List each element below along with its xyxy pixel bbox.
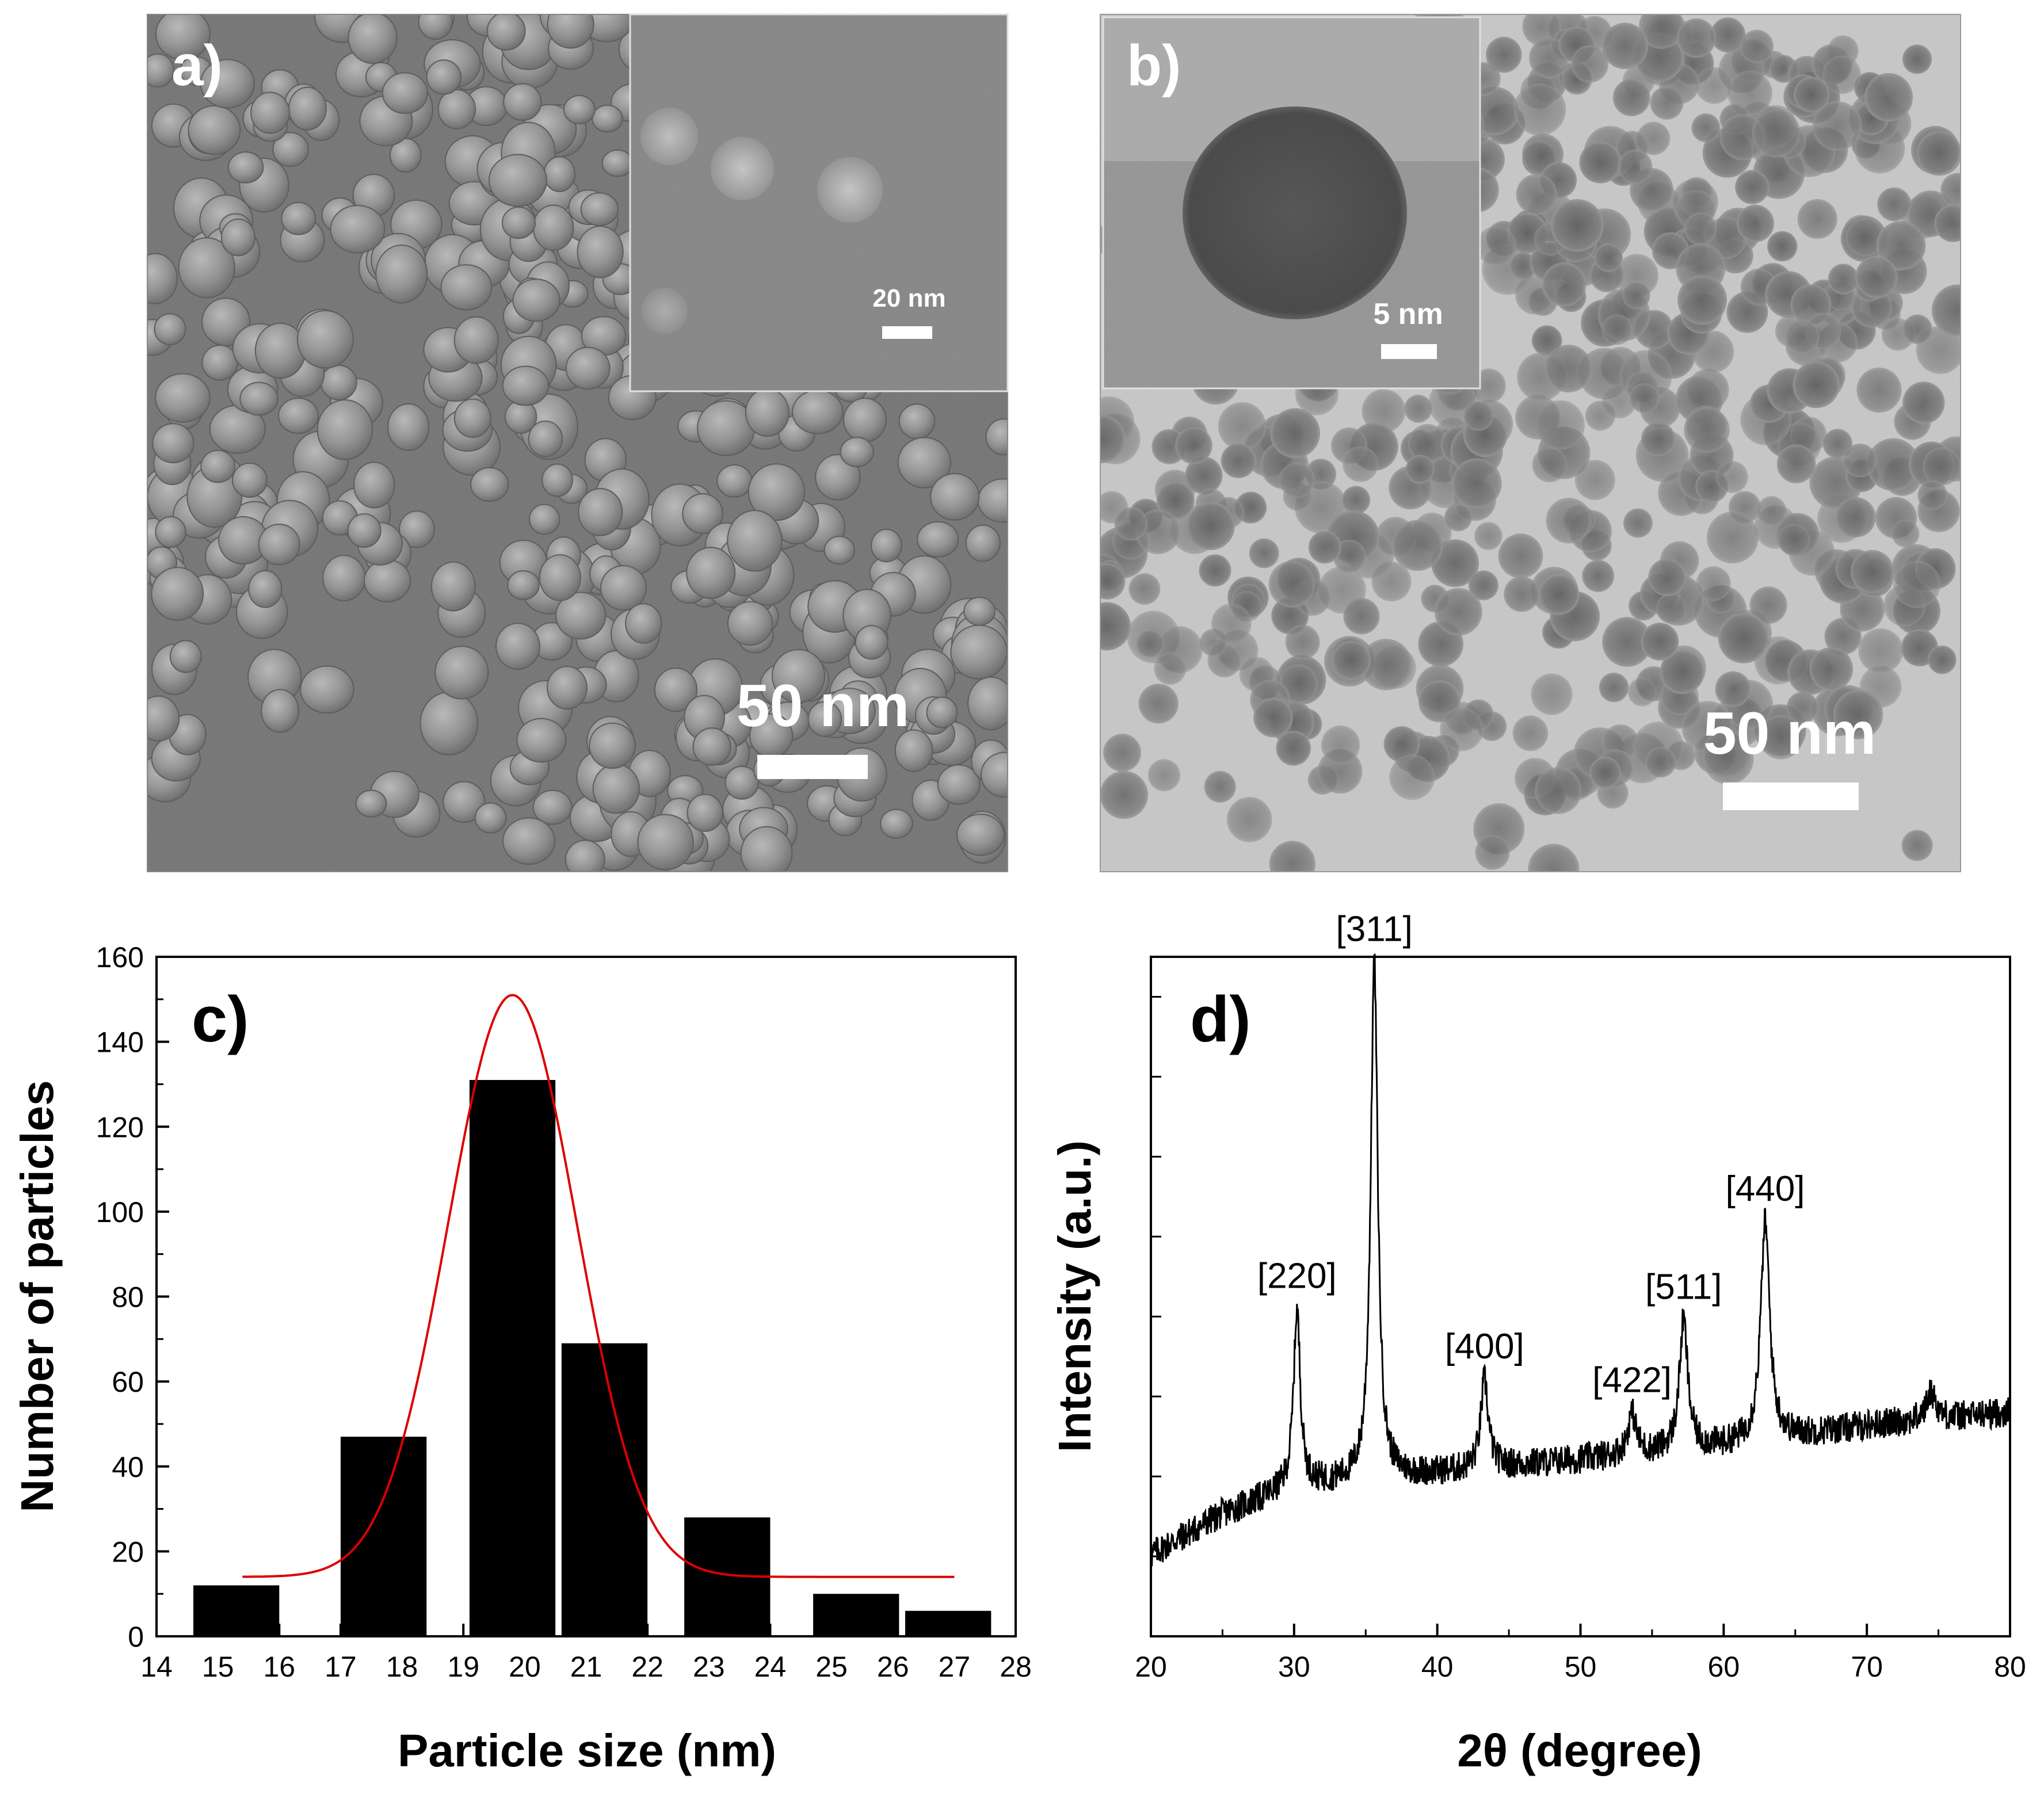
panel-d-peak-label: [440] (1726, 1169, 1805, 1209)
panel-c-x-axis-title: Particle size (nm) (398, 1725, 776, 1776)
panel-d-peak-label: [511] (1645, 1268, 1722, 1307)
panel-d-x-tick-label: 20 (1135, 1651, 1167, 1683)
panel-b-inset-scale-label: 5 nm (1373, 297, 1443, 331)
panel-c-x-tick-label: 25 (815, 1651, 848, 1683)
panel-d-label: d) (1190, 983, 1251, 1055)
panel-a-label: a) (171, 33, 223, 98)
panel-c-bar (561, 1343, 648, 1636)
panel-c-x-tick-label: 26 (877, 1651, 909, 1683)
panel-c-x-tick-label: 17 (325, 1651, 357, 1683)
panel-c-y-tick-label: 80 (112, 1281, 144, 1314)
panel-c-histogram: 0 20 40 60 80 100 120 140 160 14 15 16 17 18 19 20 21 22… (12, 941, 1032, 1776)
panel-b-label: b) (1127, 33, 1181, 98)
panel-d-peak-label: [400] (1445, 1327, 1524, 1366)
panel-c-y-tick-label: 160 (96, 941, 144, 974)
panel-c-x-tick-label: 24 (754, 1651, 787, 1683)
panel-c-x-tick-label: 19 (447, 1651, 479, 1683)
panel-b-scale-bar (1723, 782, 1859, 810)
panel-c-gaussian-fit-line (242, 994, 955, 1578)
panel-c-y-tick-label: 120 (96, 1111, 144, 1143)
panel-c-y-axis: 0 20 40 60 80 100 120 140 160 (96, 941, 169, 1653)
panel-c-bar (340, 1437, 427, 1636)
panel-c-x-tick-label: 21 (570, 1651, 602, 1683)
panel-c-x-tick-label: 20 (509, 1651, 541, 1683)
panel-d-x-tick-label: 50 (1565, 1651, 1597, 1683)
panel-d-plot-frame (1150, 956, 2011, 1637)
panel-d-peak-labels: [220] [311] [400] [422] [511] [440] (1257, 909, 1805, 1400)
panel-c-x-axis: 14 15 16 17 18 19 20 21 22 23 24 25 26 27 28 (140, 1624, 1032, 1683)
panel-d-y-axis-title: Intensity (a.u.) (1049, 1140, 1100, 1452)
panel-a-inset-scale-bar (882, 326, 932, 339)
panel-c-bar (905, 1610, 992, 1636)
panel-c-bars (193, 1080, 992, 1636)
panel-c-y-tick-label: 40 (112, 1451, 144, 1483)
panel-c-bar (469, 1080, 556, 1636)
panel-d-x-tick-label: 60 (1708, 1651, 1740, 1683)
panel-c-x-tick-label: 14 (140, 1651, 173, 1683)
panel-c-bar (193, 1585, 280, 1636)
panel-b-inset: 5 nm (1102, 16, 1481, 390)
panel-d-peak-label: [220] (1257, 1257, 1337, 1296)
panel-c-y-axis-title: Number of particles (12, 1080, 63, 1512)
panel-d-x-tick-label: 80 (1994, 1651, 2026, 1683)
panel-d-peak-label: [422] (1592, 1361, 1672, 1400)
panel-c-y-tick-label: 60 (112, 1366, 144, 1398)
panel-b-scale-label: 50 nm (1703, 700, 1877, 767)
panel-d-x-tick-label: 70 (1851, 1651, 1883, 1683)
panel-d-y-axis (1151, 995, 1161, 1557)
panel-d-xrd-pattern: 20 30 40 50 60 70 80 [220] [311] [400] [422] [511]… (1049, 909, 2026, 1776)
panel-c-y-tick-label: 0 (128, 1621, 144, 1653)
panel-d-x-axis: 20 30 40 50 60 70 80 (1135, 1624, 2026, 1683)
panel-c-x-tick-label: 28 (1000, 1651, 1032, 1683)
panel-b-inset-scale-bar (1381, 344, 1437, 359)
panel-c-x-tick-label: 18 (386, 1651, 418, 1683)
panel-c-x-tick-label: 16 (263, 1651, 295, 1683)
panel-d-x-tick-label: 40 (1421, 1651, 1454, 1683)
panel-a-scale-label: 50 nm (737, 673, 910, 739)
panel-c-x-tick-label: 27 (939, 1651, 971, 1683)
panel-c-y-tick-label: 140 (96, 1026, 144, 1059)
panel-d-diffraction-line (1150, 953, 2011, 1567)
panel-c-y-tick-label: 20 (112, 1536, 144, 1568)
panel-d-x-tick-label: 30 (1278, 1651, 1310, 1683)
panel-a-sem-image: 20 nm a) 50 nm (147, 13, 1009, 872)
panel-c-bar (813, 1594, 899, 1636)
panel-c-label: c) (192, 983, 249, 1055)
panel-c-x-tick-label: 15 (202, 1651, 234, 1683)
panel-b-tem-image: 5 nm b) 50 nm (1100, 14, 1961, 872)
panel-d-x-axis-title: 2θ (degree) (1457, 1725, 1702, 1776)
panel-c-y-tick-label: 100 (96, 1196, 144, 1228)
panel-c-x-tick-label: 22 (631, 1651, 663, 1683)
panel-a-scale-bar (757, 755, 868, 779)
panel-a-inset-scale-label: 20 nm (872, 284, 945, 312)
panel-d-peak-label: [311] (1336, 909, 1413, 949)
panel-a-inset: 20 nm (629, 13, 1009, 392)
panel-c-x-tick-label: 23 (693, 1651, 725, 1683)
